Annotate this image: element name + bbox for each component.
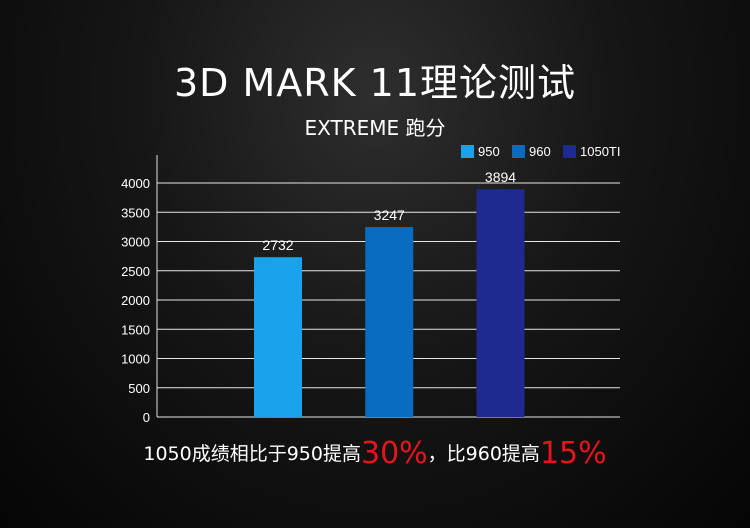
y-tick-label: 0 [143,410,150,425]
bar-960 [365,227,414,417]
data-label-1050TI: 3894 [485,169,516,185]
footer-pct-960: 15% [539,436,607,471]
footer-mid: ，比960提高 [427,443,540,465]
footer-pct-950: 30% [360,436,428,471]
chart-title: 3D MARK 11理论测试 [173,61,577,105]
legend-swatch-960 [512,145,525,158]
legend-label-960: 960 [529,144,551,159]
data-label-950: 2732 [262,237,293,253]
y-tick-label: 4000 [121,176,150,191]
y-tick-label: 3000 [121,235,150,250]
legend-label-950: 950 [478,144,500,159]
footer-prefix: 1050成绩相比于950提高 [143,443,361,465]
legend-swatch-1050TI [563,145,576,158]
bar-1050TI [476,189,525,417]
y-tick-label: 2000 [121,293,150,308]
chart-subtitle: EXTREME 跑分 [304,116,446,140]
y-tick-label: 2500 [121,264,150,279]
y-tick-label: 3500 [121,205,150,220]
bar-950 [254,257,303,417]
y-tick-label: 500 [128,381,150,396]
legend-swatch-950 [461,145,474,158]
y-tick-label: 1000 [121,352,150,367]
footer-note: 1050成绩相比于950提高30%，比960提高15% [0,436,750,471]
data-label-960: 3247 [374,207,405,223]
legend-label-1050TI: 1050TI [580,144,620,159]
y-tick-label: 1500 [121,322,150,337]
